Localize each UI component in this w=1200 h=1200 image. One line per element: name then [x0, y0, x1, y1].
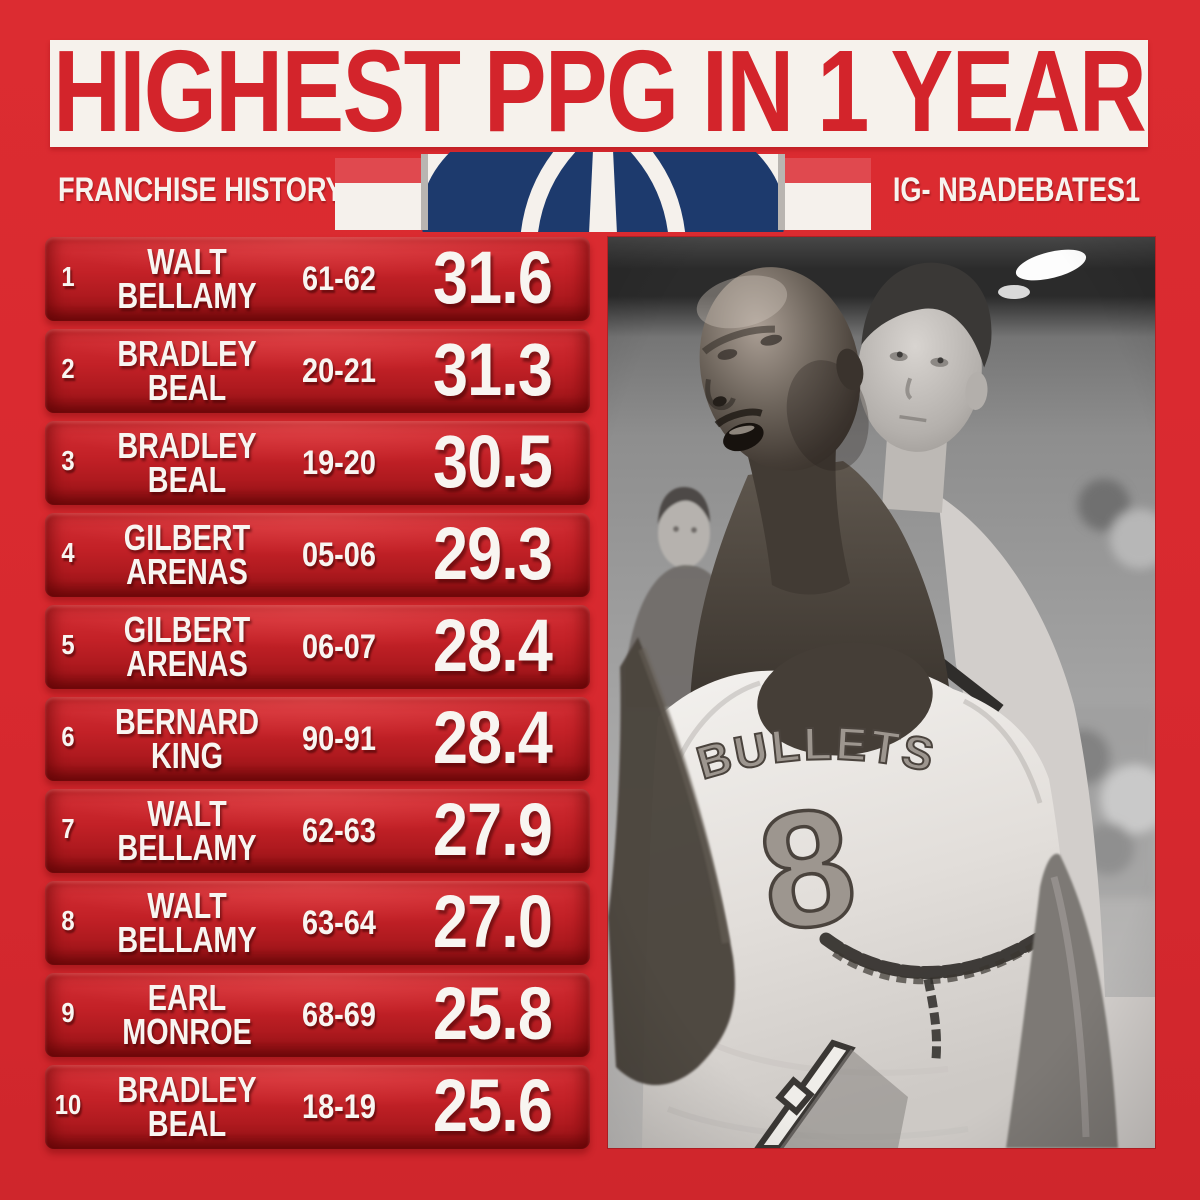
rank-label: 1: [61, 261, 75, 292]
rank-label: 4: [61, 537, 75, 568]
ppg-value: 28.4: [432, 695, 553, 779]
rank-label: 3: [61, 445, 75, 476]
player-name-line2: BELLAMY: [117, 275, 257, 316]
ppg-value: 27.0: [432, 879, 553, 963]
table-row: 9 EARL MONROE 68-69 25.8: [45, 971, 590, 1057]
player-photo: BULLETS 8: [608, 237, 1155, 1148]
instagram-handle: IG- NBADEBATES1: [892, 171, 1140, 209]
rank-label: 6: [61, 721, 75, 752]
ranking-list: 1 WALT BELLAMY 61-62 31.6 2 BRADLEY BEAL…: [45, 235, 590, 1149]
table-row: 1 WALT BELLAMY 61-62 31.6: [45, 235, 590, 321]
season-label: 05-06: [302, 535, 376, 574]
ppg-value: 27.9: [432, 787, 553, 871]
player-name-line2: BEAL: [147, 1103, 227, 1144]
table-row: 8 WALT BELLAMY 63-64 27.0: [45, 879, 590, 965]
player-name-line1: BRADLEY: [117, 425, 257, 467]
ppg-value: 28.4: [432, 603, 553, 687]
season-label: 90-91: [302, 719, 376, 758]
table-row: 2 BRADLEY BEAL 20-21 31.3: [45, 327, 590, 413]
player-name: WALT BELLAMY: [110, 241, 264, 316]
table-row: 7 WALT BELLAMY 62-63 27.9: [45, 787, 590, 873]
season-label: 68-69: [302, 995, 376, 1034]
rank-label: 7: [61, 813, 75, 844]
ppg-value: 25.8: [432, 971, 553, 1055]
player-name-line1: WALT: [147, 241, 227, 283]
player-name-line2: BEAL: [147, 459, 227, 500]
player-name-line1: GILBERT: [123, 609, 251, 651]
rank-label: 9: [61, 997, 75, 1028]
ppg-value: 31.3: [432, 327, 553, 411]
player-name-line1: GILBERT: [123, 517, 251, 559]
player-name: BERNARD KING: [110, 701, 264, 776]
rank-label: 2: [61, 353, 75, 384]
player-name: BRADLEY BEAL: [110, 1069, 264, 1144]
player-name-line1: WALT: [147, 885, 227, 927]
player-name-line2: BEAL: [147, 367, 227, 408]
player-name-line2: BELLAMY: [117, 919, 257, 960]
season-label: 61-62: [302, 259, 376, 298]
player-name-line2: KING: [151, 735, 223, 776]
rank-label: 10: [54, 1089, 82, 1120]
player-name: EARL MONROE: [110, 977, 264, 1052]
player-name-line1: EARL: [147, 977, 227, 1019]
player-name: BRADLEY BEAL: [110, 425, 264, 500]
season-label: 20-21: [302, 351, 376, 390]
player-name-line2: MONROE: [122, 1011, 252, 1052]
player-name-line1: BRADLEY: [117, 1069, 257, 1111]
team-logo: [335, 152, 871, 232]
player-name: GILBERT ARENAS: [110, 517, 264, 592]
table-row: 10 BRADLEY BEAL 18-19 25.6: [45, 1063, 590, 1149]
table-row: 5 GILBERT ARENAS 06-07 28.4: [45, 603, 590, 689]
ppg-value: 30.5: [432, 419, 553, 503]
table-row: 4 GILBERT ARENAS 05-06 29.3: [45, 511, 590, 597]
table-row: 6 BERNARD KING 90-91 28.4: [45, 695, 590, 781]
logo-flag-right: [785, 158, 871, 230]
title-banner: HIGHEST PPG IN 1 YEAR: [50, 33, 1148, 149]
player-name-line2: ARENAS: [126, 643, 248, 684]
ppg-value: 25.6: [432, 1063, 553, 1147]
player-name-line2: BELLAMY: [117, 827, 257, 868]
player-name-line2: ARENAS: [126, 551, 248, 592]
rank-label: 5: [61, 629, 75, 660]
season-label: 63-64: [302, 903, 376, 942]
ppg-value: 29.3: [432, 511, 553, 595]
season-label: 19-20: [302, 443, 376, 482]
table-row: 3 BRADLEY BEAL 19-20 30.5: [45, 419, 590, 505]
season-label: 18-19: [302, 1087, 376, 1126]
ppg-value: 31.6: [432, 235, 553, 319]
rank-label: 8: [61, 905, 75, 936]
player-name: GILBERT ARENAS: [110, 609, 264, 684]
season-label: 62-63: [302, 811, 376, 850]
player-name: WALT BELLAMY: [110, 885, 264, 960]
player-name-line1: WALT: [147, 793, 227, 835]
season-label: 06-07: [302, 627, 376, 666]
player-name: WALT BELLAMY: [110, 793, 264, 868]
player-name: BRADLEY BEAL: [110, 333, 264, 408]
logo-flag-left: [335, 158, 421, 230]
page-title: HIGHEST PPG IN 1 YEAR: [52, 25, 1147, 156]
player-name-line1: BRADLEY: [117, 333, 257, 375]
subtitle-franchise-history: FRANCHISE HISTORY: [58, 171, 344, 209]
player-name-line1: BERNARD: [115, 701, 259, 743]
